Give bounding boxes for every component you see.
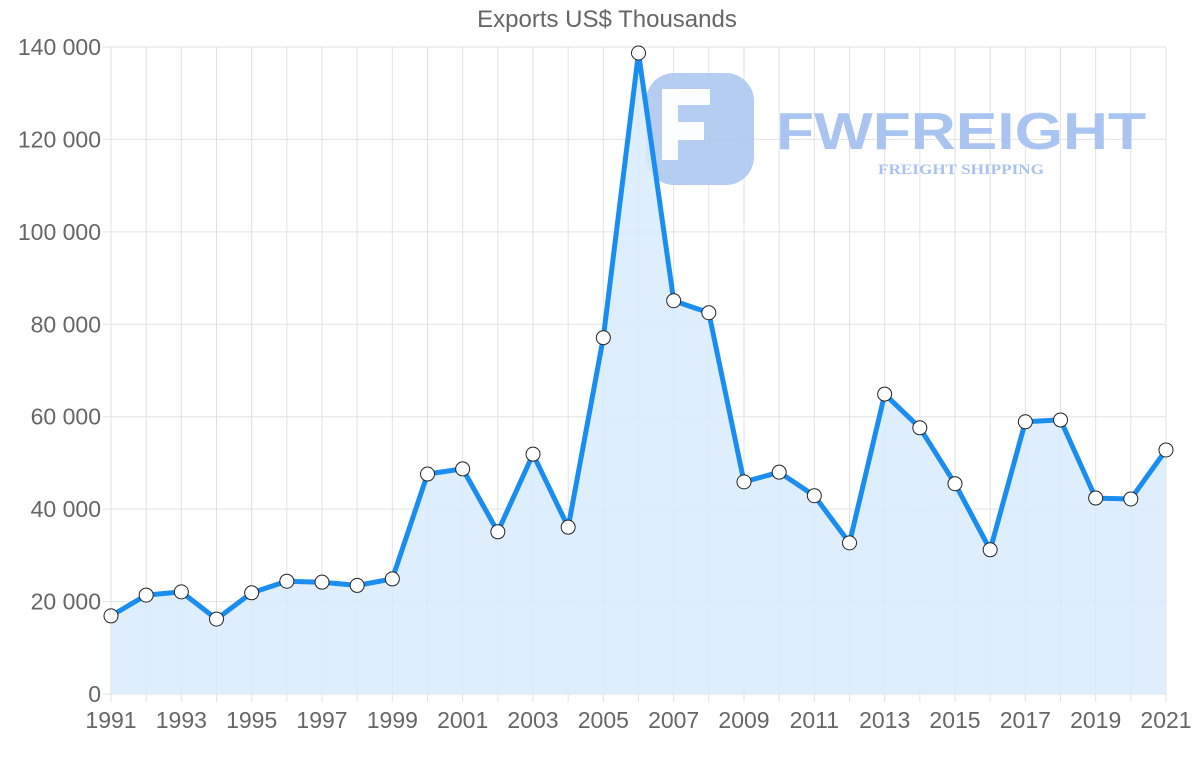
x-tick-label: 2013 xyxy=(859,707,910,733)
data-point-marker[interactable] xyxy=(209,611,224,627)
x-tick-label: 2011 xyxy=(790,707,839,733)
x-tick-label: 1997 xyxy=(296,707,347,733)
data-point-marker[interactable] xyxy=(384,571,400,587)
y-tick-label: 20 000 xyxy=(31,589,101,615)
data-point-marker[interactable] xyxy=(455,461,471,477)
data-point-marker[interactable] xyxy=(1017,414,1033,430)
y-tick-label: 140 000 xyxy=(18,34,101,60)
data-point-marker[interactable] xyxy=(1158,442,1174,458)
x-tick-label: 2021 xyxy=(1140,707,1191,733)
y-tick-label: 120 000 xyxy=(18,126,101,152)
data-point-marker[interactable] xyxy=(1123,491,1139,507)
y-tick-label: 60 000 xyxy=(31,404,101,430)
data-point-marker[interactable] xyxy=(631,45,646,61)
x-tick-label: 1999 xyxy=(367,707,418,733)
data-point-marker[interactable] xyxy=(877,386,893,402)
y-tick-label: 100 000 xyxy=(18,219,101,245)
data-point-marker[interactable] xyxy=(560,519,576,535)
data-point-marker[interactable] xyxy=(912,420,928,436)
data-point-marker[interactable] xyxy=(666,293,682,309)
y-tick-label: 80 000 xyxy=(31,311,101,337)
data-point-marker[interactable] xyxy=(349,577,365,593)
data-point-marker[interactable] xyxy=(595,330,611,346)
data-point-marker[interactable] xyxy=(490,524,506,540)
watermark-tagline-text: FREIGHT SHIPPING xyxy=(878,162,1044,178)
data-point-marker[interactable] xyxy=(103,608,119,624)
data-point-marker[interactable] xyxy=(138,587,154,603)
y-axis-labels: 0 20 000 40 000 60 000 80 000 100 000 120 000 1… xyxy=(18,34,101,707)
y-tick-label: 0 xyxy=(88,681,101,707)
data-point-marker[interactable] xyxy=(244,585,260,601)
data-markers xyxy=(103,45,1174,627)
x-tick-label: 2007 xyxy=(648,707,699,733)
data-point-marker[interactable] xyxy=(982,542,998,558)
data-point-marker[interactable] xyxy=(736,474,752,490)
x-tick-label: 2009 xyxy=(718,707,769,733)
x-tick-label: 1991 xyxy=(85,707,136,733)
y-tick-label: 40 000 xyxy=(31,496,101,522)
data-point-marker[interactable] xyxy=(1053,412,1068,428)
x-tick-label: 1993 xyxy=(156,707,207,733)
data-point-marker[interactable] xyxy=(1088,490,1104,506)
data-point-marker[interactable] xyxy=(173,584,189,600)
x-axis-labels: 1991 1993 1995 1997 1999 2001 2003 2005 2007 2009… xyxy=(85,707,1191,733)
data-point-marker[interactable] xyxy=(420,466,435,482)
x-tick-label: 1995 xyxy=(226,707,277,733)
area-fill xyxy=(111,53,1166,694)
data-point-marker[interactable] xyxy=(279,573,295,589)
x-tick-label: 2003 xyxy=(507,707,558,733)
x-tick-label: 2005 xyxy=(578,707,629,733)
data-point-marker[interactable] xyxy=(701,305,717,321)
data-point-marker[interactable] xyxy=(806,488,822,504)
data-point-marker[interactable] xyxy=(771,464,787,480)
watermark-logo: FWFREIGHT FREIGHT SHIPPING xyxy=(646,73,1146,185)
data-point-marker[interactable] xyxy=(842,535,857,551)
x-tick-label: 2017 xyxy=(1000,707,1051,733)
x-tick-label: 2015 xyxy=(929,707,980,733)
x-tick-label: 2001 xyxy=(437,707,488,733)
data-point-marker[interactable] xyxy=(525,446,541,462)
x-tick-label: 2019 xyxy=(1070,707,1121,733)
watermark-brand-text: FWFREIGHT xyxy=(776,103,1146,161)
chart-title: Exports US$ Thousands xyxy=(477,6,737,33)
data-point-marker[interactable] xyxy=(314,574,330,590)
data-point-marker[interactable] xyxy=(947,476,963,492)
